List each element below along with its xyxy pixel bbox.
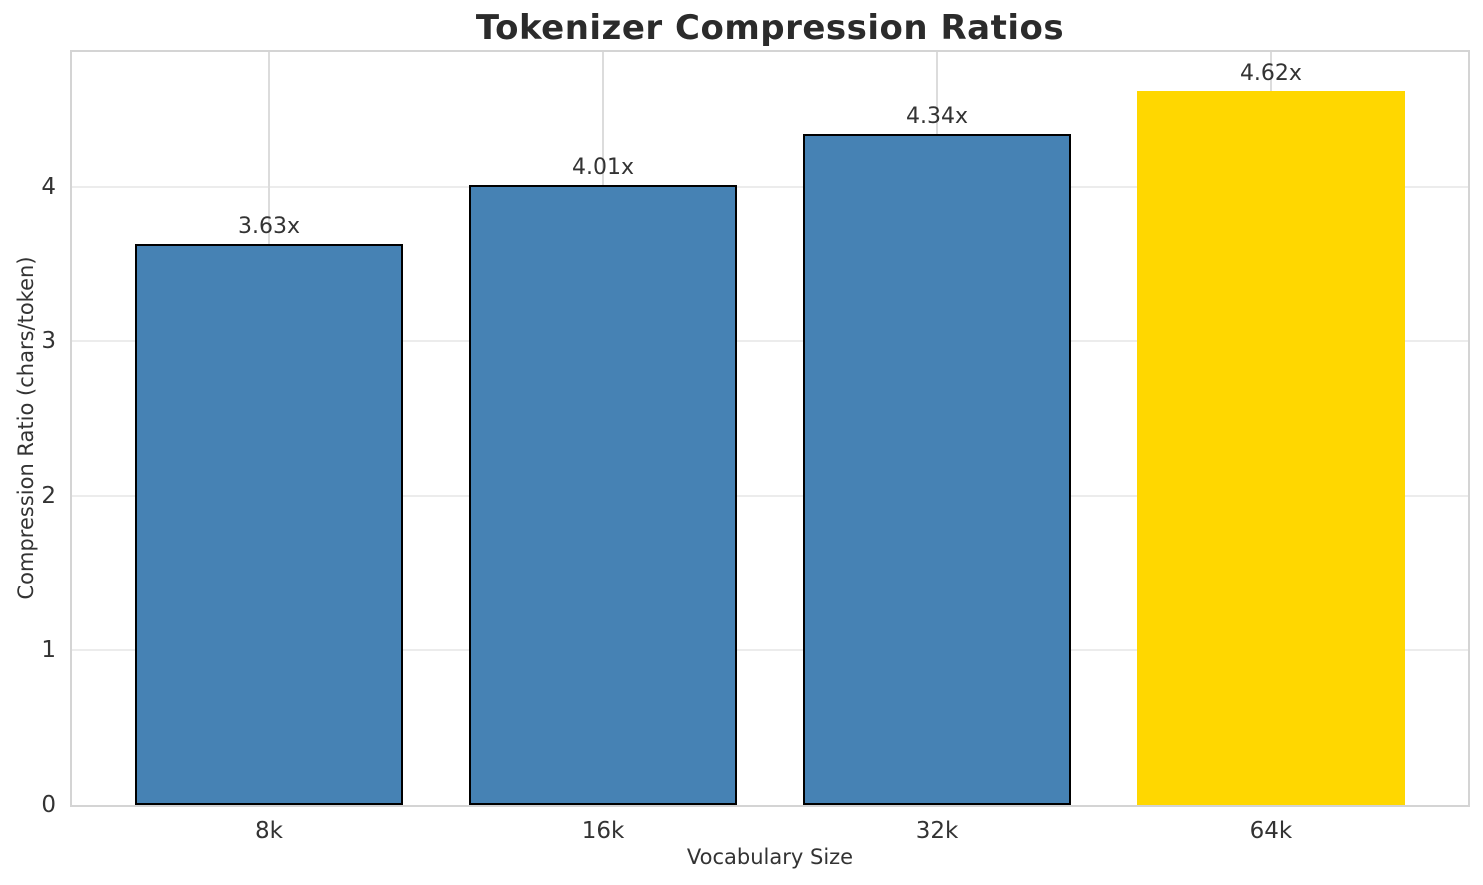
- x-axis-label: Vocabulary Size: [686, 845, 854, 869]
- h-gridline-2: [72, 494, 1468, 497]
- x-tick-label-16k: 16k: [581, 818, 625, 844]
- bar-value-label-32k: 4.34x: [905, 103, 968, 129]
- x-tick-label-8k: 8k: [255, 818, 283, 844]
- bar-8k: [135, 243, 403, 805]
- bar-64k: [1137, 90, 1405, 805]
- y-tick-label-1: 1: [41, 637, 56, 664]
- plot-area: 3.63x 4.01x 4.34x 4.62x: [70, 50, 1470, 807]
- y-tick-label-4: 4: [41, 173, 56, 200]
- y-tick-label-3: 3: [41, 328, 56, 355]
- chart-title: Tokenizer Compression Ratios: [475, 8, 1065, 48]
- bar-16k: [469, 184, 737, 805]
- h-gridline-1: [72, 649, 1468, 652]
- y-tick-label-0: 0: [41, 792, 56, 818]
- h-gridline-4: [72, 185, 1468, 188]
- bar-value-label-16k: 4.01x: [571, 154, 634, 180]
- y-axis-label: Compression Ratio (chars/token): [14, 256, 38, 600]
- bar-32k: [803, 133, 1071, 805]
- bar-value-label-8k: 3.63x: [238, 213, 301, 239]
- y-tick-label-2: 2: [41, 482, 56, 509]
- h-gridline-3: [72, 340, 1468, 343]
- bar-value-label-64k: 4.62x: [1239, 60, 1302, 86]
- x-tick-label-32k: 32k: [915, 818, 959, 844]
- x-tick-label-64k: 64k: [1249, 818, 1293, 844]
